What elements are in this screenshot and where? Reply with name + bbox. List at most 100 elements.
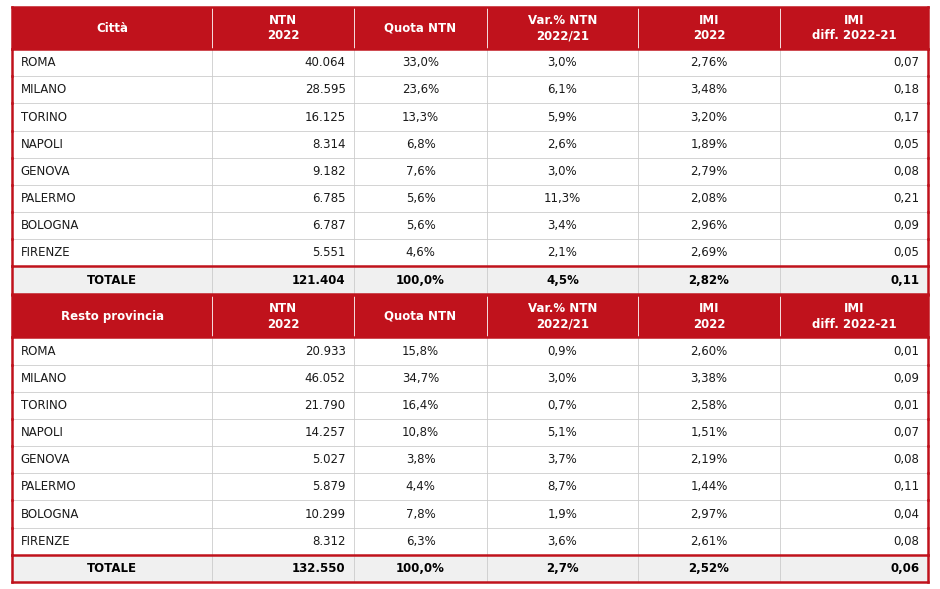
Text: ROMA: ROMA [21,345,56,358]
Bar [12,266,928,293]
Text: Resto provincia: Resto provincia [61,310,164,323]
Text: 121.404: 121.404 [292,273,346,286]
Bar [12,392,928,419]
Text: 10,8%: 10,8% [402,426,439,439]
Text: 7,8%: 7,8% [406,508,435,521]
Text: 2,96%: 2,96% [690,219,728,232]
Text: 0,06: 0,06 [890,562,919,575]
Text: MILANO: MILANO [21,372,67,385]
Bar [12,131,928,158]
Text: 28.595: 28.595 [305,84,346,97]
Text: 40.064: 40.064 [305,56,346,70]
Text: 2,69%: 2,69% [690,246,728,259]
Text: 2,6%: 2,6% [547,138,577,151]
Text: TOTALE: TOTALE [87,562,137,575]
Text: 3,48%: 3,48% [690,84,728,97]
Bar [12,446,928,474]
Text: 6,3%: 6,3% [406,535,435,548]
Text: 2,97%: 2,97% [690,508,728,521]
Text: 0,09: 0,09 [893,219,919,232]
Bar [12,295,928,337]
Text: 5.879: 5.879 [312,481,346,494]
Bar [12,501,928,528]
Text: 2,61%: 2,61% [690,535,728,548]
Text: 2,1%: 2,1% [547,246,577,259]
Text: FIRENZE: FIRENZE [21,246,70,259]
Bar [12,7,928,49]
Text: 3,7%: 3,7% [548,453,577,466]
Text: Quota NTN: Quota NTN [384,310,457,323]
Bar [12,212,928,239]
Text: 0,08: 0,08 [893,453,919,466]
Text: 10.299: 10.299 [305,508,346,521]
Text: 16.125: 16.125 [305,111,346,124]
Bar [12,474,928,501]
Text: 13,3%: 13,3% [402,111,439,124]
Text: NTN
2022: NTN 2022 [267,302,300,330]
Text: 14.257: 14.257 [305,426,346,439]
Text: 0,04: 0,04 [893,508,919,521]
Text: 7,6%: 7,6% [406,165,435,178]
Text: NTN
2022: NTN 2022 [267,14,300,42]
Text: 6,8%: 6,8% [406,138,435,151]
Bar [12,528,928,555]
Text: 100,0%: 100,0% [396,562,445,575]
Text: 5.027: 5.027 [312,453,346,466]
Text: 3,38%: 3,38% [691,372,728,385]
Text: 2,7%: 2,7% [546,562,579,575]
Text: 0,21: 0,21 [893,192,919,205]
Text: TORINO: TORINO [21,111,67,124]
Text: 46.052: 46.052 [305,372,346,385]
Text: 3,6%: 3,6% [548,535,577,548]
Text: 2,76%: 2,76% [690,56,728,70]
Text: 0,11: 0,11 [890,273,919,286]
Text: 11,3%: 11,3% [544,192,581,205]
Text: 8,7%: 8,7% [548,481,577,494]
Text: 15,8%: 15,8% [402,345,439,358]
Text: BOLOGNA: BOLOGNA [21,508,79,521]
Text: 0,05: 0,05 [893,246,919,259]
Text: IMI
diff. 2022-21: IMI diff. 2022-21 [811,14,896,42]
Text: 0,07: 0,07 [893,56,919,70]
Bar [12,419,928,446]
Text: 34,7%: 34,7% [402,372,439,385]
Text: 3,20%: 3,20% [690,111,728,124]
Text: 0,9%: 0,9% [548,345,577,358]
Text: TOTALE: TOTALE [87,273,137,286]
Text: IMI
2022: IMI 2022 [693,14,726,42]
Text: 2,58%: 2,58% [690,399,728,412]
Text: 0,01: 0,01 [893,399,919,412]
Text: FIRENZE: FIRENZE [21,535,70,548]
Text: 0,09: 0,09 [893,372,919,385]
Bar [12,49,928,77]
Text: IMI
2022: IMI 2022 [693,302,726,330]
Text: 2,82%: 2,82% [688,273,729,286]
Text: Var.% NTN
2022/21: Var.% NTN 2022/21 [527,302,597,330]
Text: 0,08: 0,08 [893,535,919,548]
Text: ROMA: ROMA [21,56,56,70]
Text: PALERMO: PALERMO [21,481,76,494]
Text: 6.785: 6.785 [312,192,346,205]
Text: 5.551: 5.551 [312,246,346,259]
Text: 0,01: 0,01 [893,345,919,358]
Text: 0,11: 0,11 [893,481,919,494]
Bar [12,185,928,212]
Text: 4,5%: 4,5% [546,273,579,286]
Bar [12,77,928,104]
Text: 23,6%: 23,6% [402,84,439,97]
Text: Var.% NTN
2022/21: Var.% NTN 2022/21 [527,14,597,42]
Text: 8.314: 8.314 [312,138,346,151]
Text: 3,4%: 3,4% [548,219,577,232]
Text: 16,4%: 16,4% [402,399,439,412]
Text: GENOVA: GENOVA [21,165,70,178]
Text: 5,6%: 5,6% [406,219,435,232]
Text: 3,0%: 3,0% [548,165,577,178]
Text: 1,51%: 1,51% [690,426,728,439]
Text: GENOVA: GENOVA [21,453,70,466]
Text: 2,19%: 2,19% [690,453,728,466]
Text: 20.933: 20.933 [305,345,346,358]
Text: 100,0%: 100,0% [396,273,445,286]
Bar [12,337,928,365]
Text: 2,79%: 2,79% [690,165,728,178]
Text: MILANO: MILANO [21,84,67,97]
